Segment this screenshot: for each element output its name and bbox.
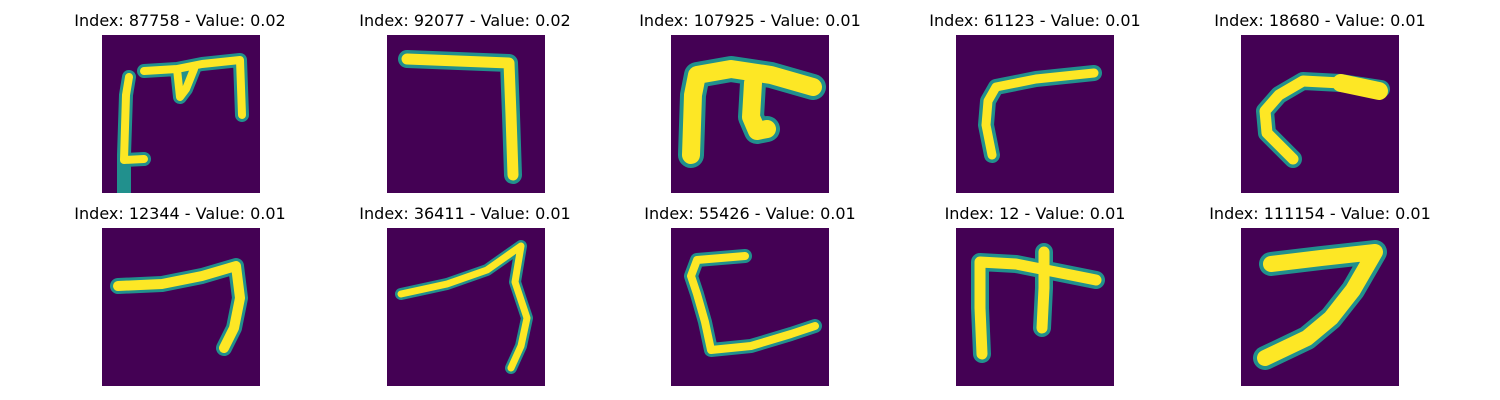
panel-1-image — [102, 35, 260, 193]
panel-4-image — [956, 35, 1114, 193]
panel-8-image — [671, 228, 829, 386]
panel-6-image — [102, 228, 260, 386]
panel-1-title: Index: 87758 - Value: 0.02 — [74, 11, 286, 30]
panel-3-image — [671, 35, 829, 193]
panel-10-image — [1241, 228, 1399, 386]
panel-10-title: Index: 111154 - Value: 0.01 — [1209, 204, 1431, 223]
panel-4-title: Index: 61123 - Value: 0.01 — [929, 11, 1141, 30]
panel-9-image — [956, 228, 1114, 386]
panel-2-title: Index: 92077 - Value: 0.02 — [359, 11, 571, 30]
panel-9-title: Index: 12 - Value: 0.01 — [944, 204, 1126, 223]
panel-5-title: Index: 18680 - Value: 0.01 — [1214, 11, 1426, 30]
panel-8-title: Index: 55426 - Value: 0.01 — [644, 204, 856, 223]
panel-3-title: Index: 107925 - Value: 0.01 — [639, 11, 861, 30]
panel-2-image — [387, 35, 545, 193]
panel-6-title: Index: 12344 - Value: 0.01 — [74, 204, 286, 223]
panel-7-image — [387, 228, 545, 386]
panel-7-title: Index: 36411 - Value: 0.01 — [359, 204, 571, 223]
panel-5-image — [1241, 35, 1399, 193]
